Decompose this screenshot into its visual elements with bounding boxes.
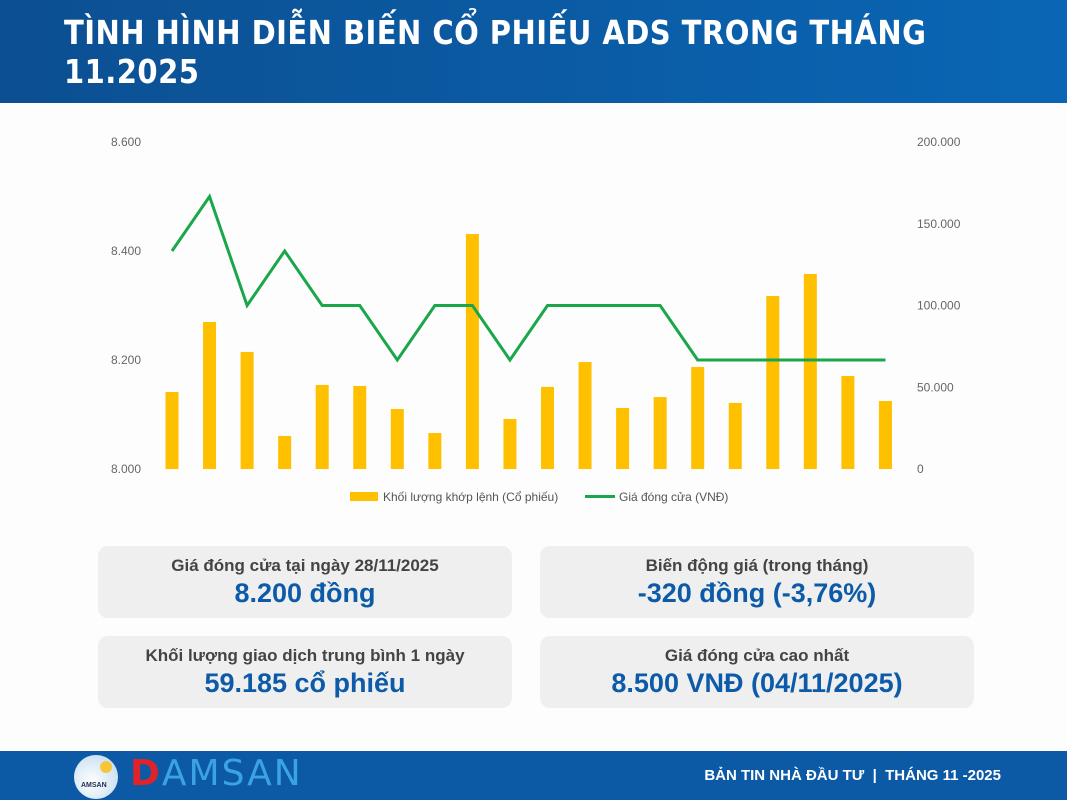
volume-bar: [803, 273, 817, 469]
volume-bar: [653, 397, 667, 469]
volume-bar: [240, 351, 254, 469]
volume-bar: [541, 386, 554, 469]
volume-bar: [353, 385, 367, 469]
volume-bar: [503, 418, 517, 469]
closing-price-line: [170, 193, 886, 363]
left-axis-tick: 8.400: [111, 244, 141, 258]
card-value: -320 đồng (-3,76%): [637, 578, 877, 608]
card-value: 8.200 đồng: [234, 578, 376, 608]
volume-bar: [465, 234, 479, 469]
volume-bar: [616, 408, 630, 469]
left-axis-tick: 8.200: [111, 353, 141, 367]
card-value: 59.185 cổ phiếu: [204, 668, 406, 698]
legend-volume: Khối lượng khớp lệnh (Cổ phiếu): [383, 490, 558, 504]
volume-bar: [315, 384, 329, 469]
legend-price: Giá đóng cửa (VNĐ): [619, 490, 728, 504]
company-logo: AMSAN: [74, 755, 118, 799]
brand-rest: AMSAN: [161, 753, 303, 794]
card-value: 8.500 VNĐ (04/11/2025): [611, 668, 903, 698]
volume-bar: [766, 296, 780, 469]
volume-bar: [578, 362, 592, 469]
left-axis-tick: 8.000: [111, 462, 141, 476]
volume-bar: [691, 366, 705, 469]
card-label: Biến động giá (trong tháng): [645, 556, 869, 575]
brand-name: DAMSAN: [130, 753, 303, 794]
left-axis-tick: 8.600: [111, 135, 141, 149]
card-label: Giá đóng cửa cao nhất: [664, 646, 850, 665]
volume-bar: [165, 391, 179, 469]
logo-mini-text: AMSAN: [81, 782, 107, 789]
combo-chart: 8.000 8.200 8.400 8.600 0 50.000 100.000 150.00…: [111, 135, 961, 504]
card-label: Khối lượng giao dịch trung bình 1 ngày: [145, 646, 465, 665]
card-avg-volume: Khối lượng giao dịch trung bình 1 ngày 5…: [98, 636, 512, 708]
card-label: Giá đóng cửa tại ngày 28/11/2025: [171, 556, 439, 575]
right-axis-tick: 150.000: [917, 217, 961, 231]
card-highest-price: Giá đóng cửa cao nhất 8.500 VNĐ (04/11/2…: [540, 636, 974, 708]
right-axis-tick: 100.000: [917, 299, 961, 313]
volume-bar: [878, 400, 892, 469]
header-banner: TÌNH HÌNH DIỄN BIẾN CỔ PHIẾU ADS TRONG T…: [0, 0, 1067, 103]
page-title: TÌNH HÌNH DIỄN BIẾN CỔ PHIẾU ADS TRONG T…: [64, 12, 927, 91]
volume-bar: [203, 322, 217, 469]
volume-bar: [390, 408, 404, 469]
volume-bar: [841, 375, 855, 469]
volume-bar: [728, 402, 742, 469]
legend-bar-swatch: [350, 492, 378, 501]
right-axis-tick: 200.000: [917, 135, 961, 149]
right-axis-tick: 0: [917, 462, 924, 476]
sun-icon: [100, 761, 112, 773]
brand-first-letter: D: [130, 753, 162, 794]
volume-bar: [428, 433, 442, 469]
card-closing-price: Giá đóng cửa tại ngày 28/11/2025 8.200 đ…: [98, 546, 512, 618]
footer: AMSAN DAMSAN BẢN TIN NHÀ ĐẦU TƯ | THÁNG …: [0, 751, 1067, 800]
right-axis-tick: 50.000: [917, 380, 954, 394]
footer-newsletter-label: BẢN TIN NHÀ ĐẦU TƯ | THÁNG 11 -2025: [704, 767, 1001, 784]
volume-bar: [278, 435, 292, 469]
card-price-change: Biến động giá (trong tháng) -320 đồng (-…: [540, 546, 974, 618]
